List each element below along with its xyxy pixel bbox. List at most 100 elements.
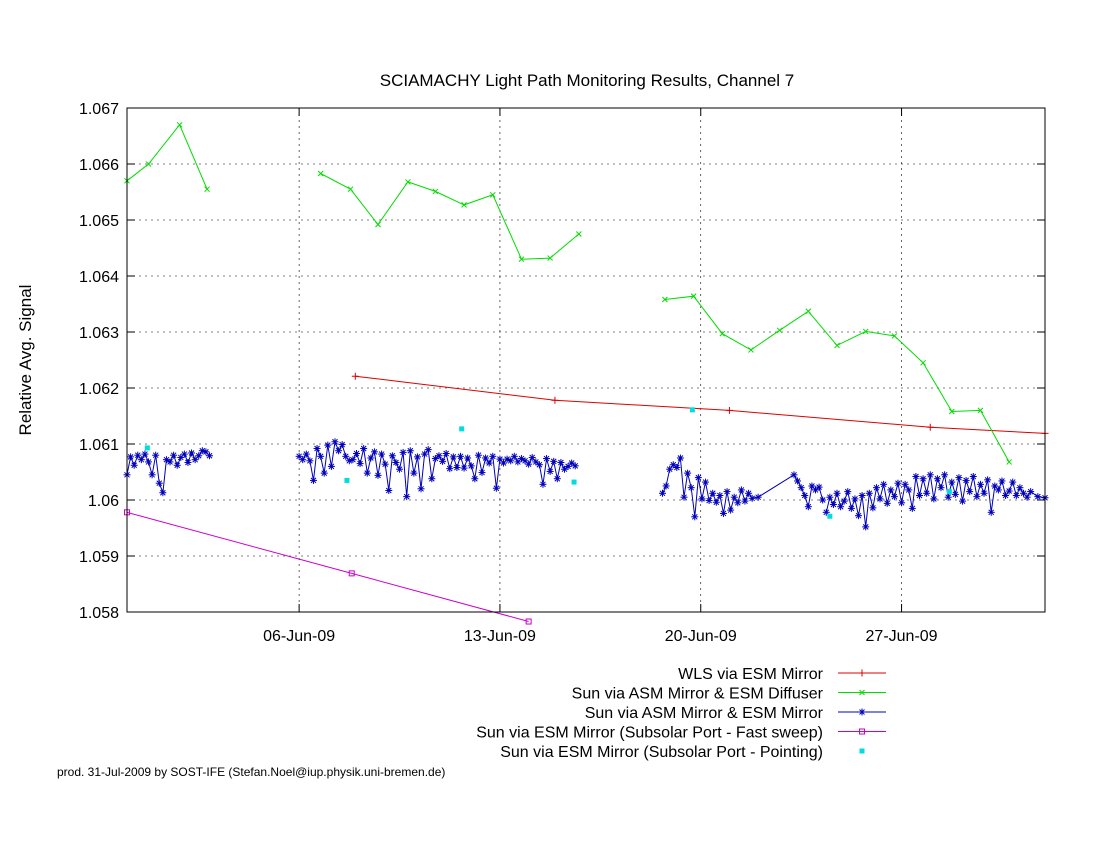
marker-stroke bbox=[927, 471, 934, 478]
series-line bbox=[664, 295, 1010, 463]
data-point bbox=[130, 461, 138, 469]
data-point bbox=[844, 488, 852, 496]
data-point bbox=[794, 477, 802, 485]
data-point bbox=[560, 465, 568, 473]
marker-stroke bbox=[299, 456, 306, 463]
x-tick-label: 06-Jun-09 bbox=[263, 628, 335, 645]
marker-stroke bbox=[310, 477, 317, 484]
data-point bbox=[662, 482, 670, 490]
data-point bbox=[532, 458, 540, 466]
data-point bbox=[923, 489, 931, 497]
data-point bbox=[894, 479, 902, 487]
marker-stroke bbox=[332, 438, 338, 445]
marker-stroke bbox=[550, 458, 557, 465]
data-point bbox=[834, 342, 840, 349]
marker-stroke bbox=[880, 481, 887, 488]
marker-stroke bbox=[353, 450, 360, 457]
marker-stroke bbox=[702, 479, 709, 485]
marker-stroke bbox=[464, 455, 471, 461]
marker-stroke bbox=[1009, 479, 1016, 485]
data-point bbox=[474, 451, 482, 459]
data-point bbox=[980, 489, 988, 497]
data-point bbox=[862, 328, 869, 335]
data-point bbox=[575, 231, 582, 237]
data-point bbox=[347, 186, 354, 193]
marker-stroke bbox=[350, 456, 356, 463]
marker-stroke bbox=[956, 474, 962, 481]
marker-stroke bbox=[335, 447, 342, 454]
data-point bbox=[709, 489, 717, 497]
y-tick-label: 1.067 bbox=[79, 101, 119, 118]
marker-stroke bbox=[160, 489, 166, 496]
marker-stroke bbox=[977, 481, 984, 488]
marker-stroke bbox=[575, 231, 582, 237]
data-point bbox=[676, 454, 684, 462]
marker-stroke bbox=[167, 459, 173, 465]
marker-stroke bbox=[400, 449, 406, 456]
data-point bbox=[898, 499, 906, 507]
data-point bbox=[973, 493, 981, 501]
data-point bbox=[525, 460, 533, 468]
marker-stroke bbox=[1027, 488, 1034, 495]
y-tick-label: 1.064 bbox=[79, 269, 119, 286]
marker-stroke bbox=[930, 496, 937, 502]
series-4 bbox=[124, 509, 532, 625]
data-point bbox=[754, 493, 762, 501]
marker-stroke bbox=[727, 507, 734, 513]
marker-stroke bbox=[454, 464, 460, 471]
marker-stroke bbox=[145, 161, 152, 167]
data-point bbox=[901, 480, 909, 488]
data-point bbox=[1034, 493, 1042, 501]
marker-stroke bbox=[713, 499, 720, 506]
data-point bbox=[725, 406, 733, 414]
data-point bbox=[926, 423, 934, 431]
data-point bbox=[858, 669, 866, 677]
marker-stroke bbox=[468, 462, 475, 469]
marker-stroke bbox=[357, 460, 363, 467]
marker-stroke bbox=[945, 494, 952, 501]
data-point bbox=[955, 474, 963, 482]
marker-stroke bbox=[690, 293, 697, 300]
data-point bbox=[144, 445, 150, 451]
marker-stroke bbox=[841, 498, 848, 504]
marker-stroke bbox=[666, 466, 673, 473]
data-point bbox=[507, 457, 515, 465]
marker-stroke bbox=[684, 470, 691, 476]
data-point bbox=[378, 450, 386, 458]
data-point bbox=[152, 451, 160, 459]
marker-stroke bbox=[948, 479, 955, 485]
marker-stroke bbox=[981, 490, 987, 497]
marker-stroke bbox=[145, 459, 152, 465]
marker-stroke bbox=[834, 490, 840, 497]
footer-text: prod. 31-Jul-2009 by SOST-IFE (Stefan.No… bbox=[57, 765, 445, 779]
marker-stroke bbox=[131, 462, 138, 469]
data-point bbox=[461, 202, 467, 208]
data-point bbox=[829, 500, 837, 508]
data-point bbox=[680, 493, 688, 501]
data-point bbox=[338, 441, 346, 449]
data-point bbox=[405, 179, 411, 185]
y-tick-label: 1.06 bbox=[88, 493, 119, 510]
marker-stroke bbox=[984, 476, 991, 483]
marker-stroke bbox=[367, 455, 374, 461]
data-point bbox=[716, 492, 724, 500]
marker-stroke bbox=[920, 359, 926, 366]
data-point bbox=[464, 454, 472, 462]
data-point bbox=[908, 504, 916, 512]
marker-stroke bbox=[375, 472, 381, 479]
data-point bbox=[351, 372, 359, 380]
data-point bbox=[790, 471, 798, 479]
data-point bbox=[141, 450, 149, 458]
data-point bbox=[797, 484, 805, 492]
data-point bbox=[776, 327, 783, 334]
data-point bbox=[155, 479, 163, 487]
data-point bbox=[331, 438, 339, 446]
marker-stroke bbox=[547, 255, 553, 261]
marker-stroke bbox=[443, 450, 450, 457]
data-point bbox=[403, 493, 411, 501]
marker-stroke bbox=[439, 458, 446, 465]
y-tick-label: 1.063 bbox=[79, 325, 119, 342]
marker-stroke bbox=[407, 447, 414, 454]
marker-stroke bbox=[805, 308, 812, 315]
marker-stroke bbox=[816, 484, 822, 490]
